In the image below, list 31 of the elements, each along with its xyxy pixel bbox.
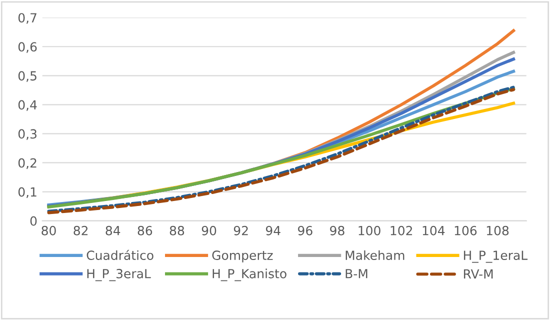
x-tick-label: 88 (170, 226, 184, 236)
y-tick-label: 0,4 (18, 100, 37, 111)
y-tick-label: 0,7 (18, 13, 36, 24)
x-tick-label: 82 (74, 226, 88, 236)
y-tick-label: 0,2 (18, 158, 36, 169)
x-tick-label: 102 (390, 226, 412, 236)
x-tick-label: 100 (358, 226, 380, 236)
x-tick-label: 104 (422, 226, 445, 236)
y-tick-label: 0,3 (18, 129, 36, 140)
x-tick-label: 90 (202, 226, 216, 236)
legend-label: H_P_3eraL (87, 268, 151, 282)
x-tick-label: 94 (266, 226, 280, 236)
y-tick-label: 0,1 (18, 187, 36, 198)
legend-label: H_P_Kanisto (212, 268, 286, 282)
y-tick-label: 0 (30, 216, 37, 226)
legend-label: Makeham (346, 250, 404, 260)
x-tick-label: 98 (330, 226, 344, 236)
x-tick-label: 86 (138, 226, 152, 236)
legend-label: RV-M (464, 269, 493, 279)
x-tick-label: 80 (42, 226, 56, 236)
x-tick-label: 92 (234, 226, 248, 236)
x-tick-label: 96 (298, 226, 312, 236)
x-tick-label: 84 (106, 226, 120, 236)
x-tick-label: 106 (454, 226, 477, 236)
legend-label: Gompertz (212, 250, 273, 262)
x-tick-label: 108 (486, 226, 509, 236)
legend-label: B-M (346, 269, 368, 278)
y-tick-label: 0,5 (18, 71, 36, 82)
legend-label: H_P_1eraL (464, 250, 528, 263)
y-tick-label: 0,6 (18, 42, 37, 53)
legend-label: Cuadrático (86, 250, 154, 260)
